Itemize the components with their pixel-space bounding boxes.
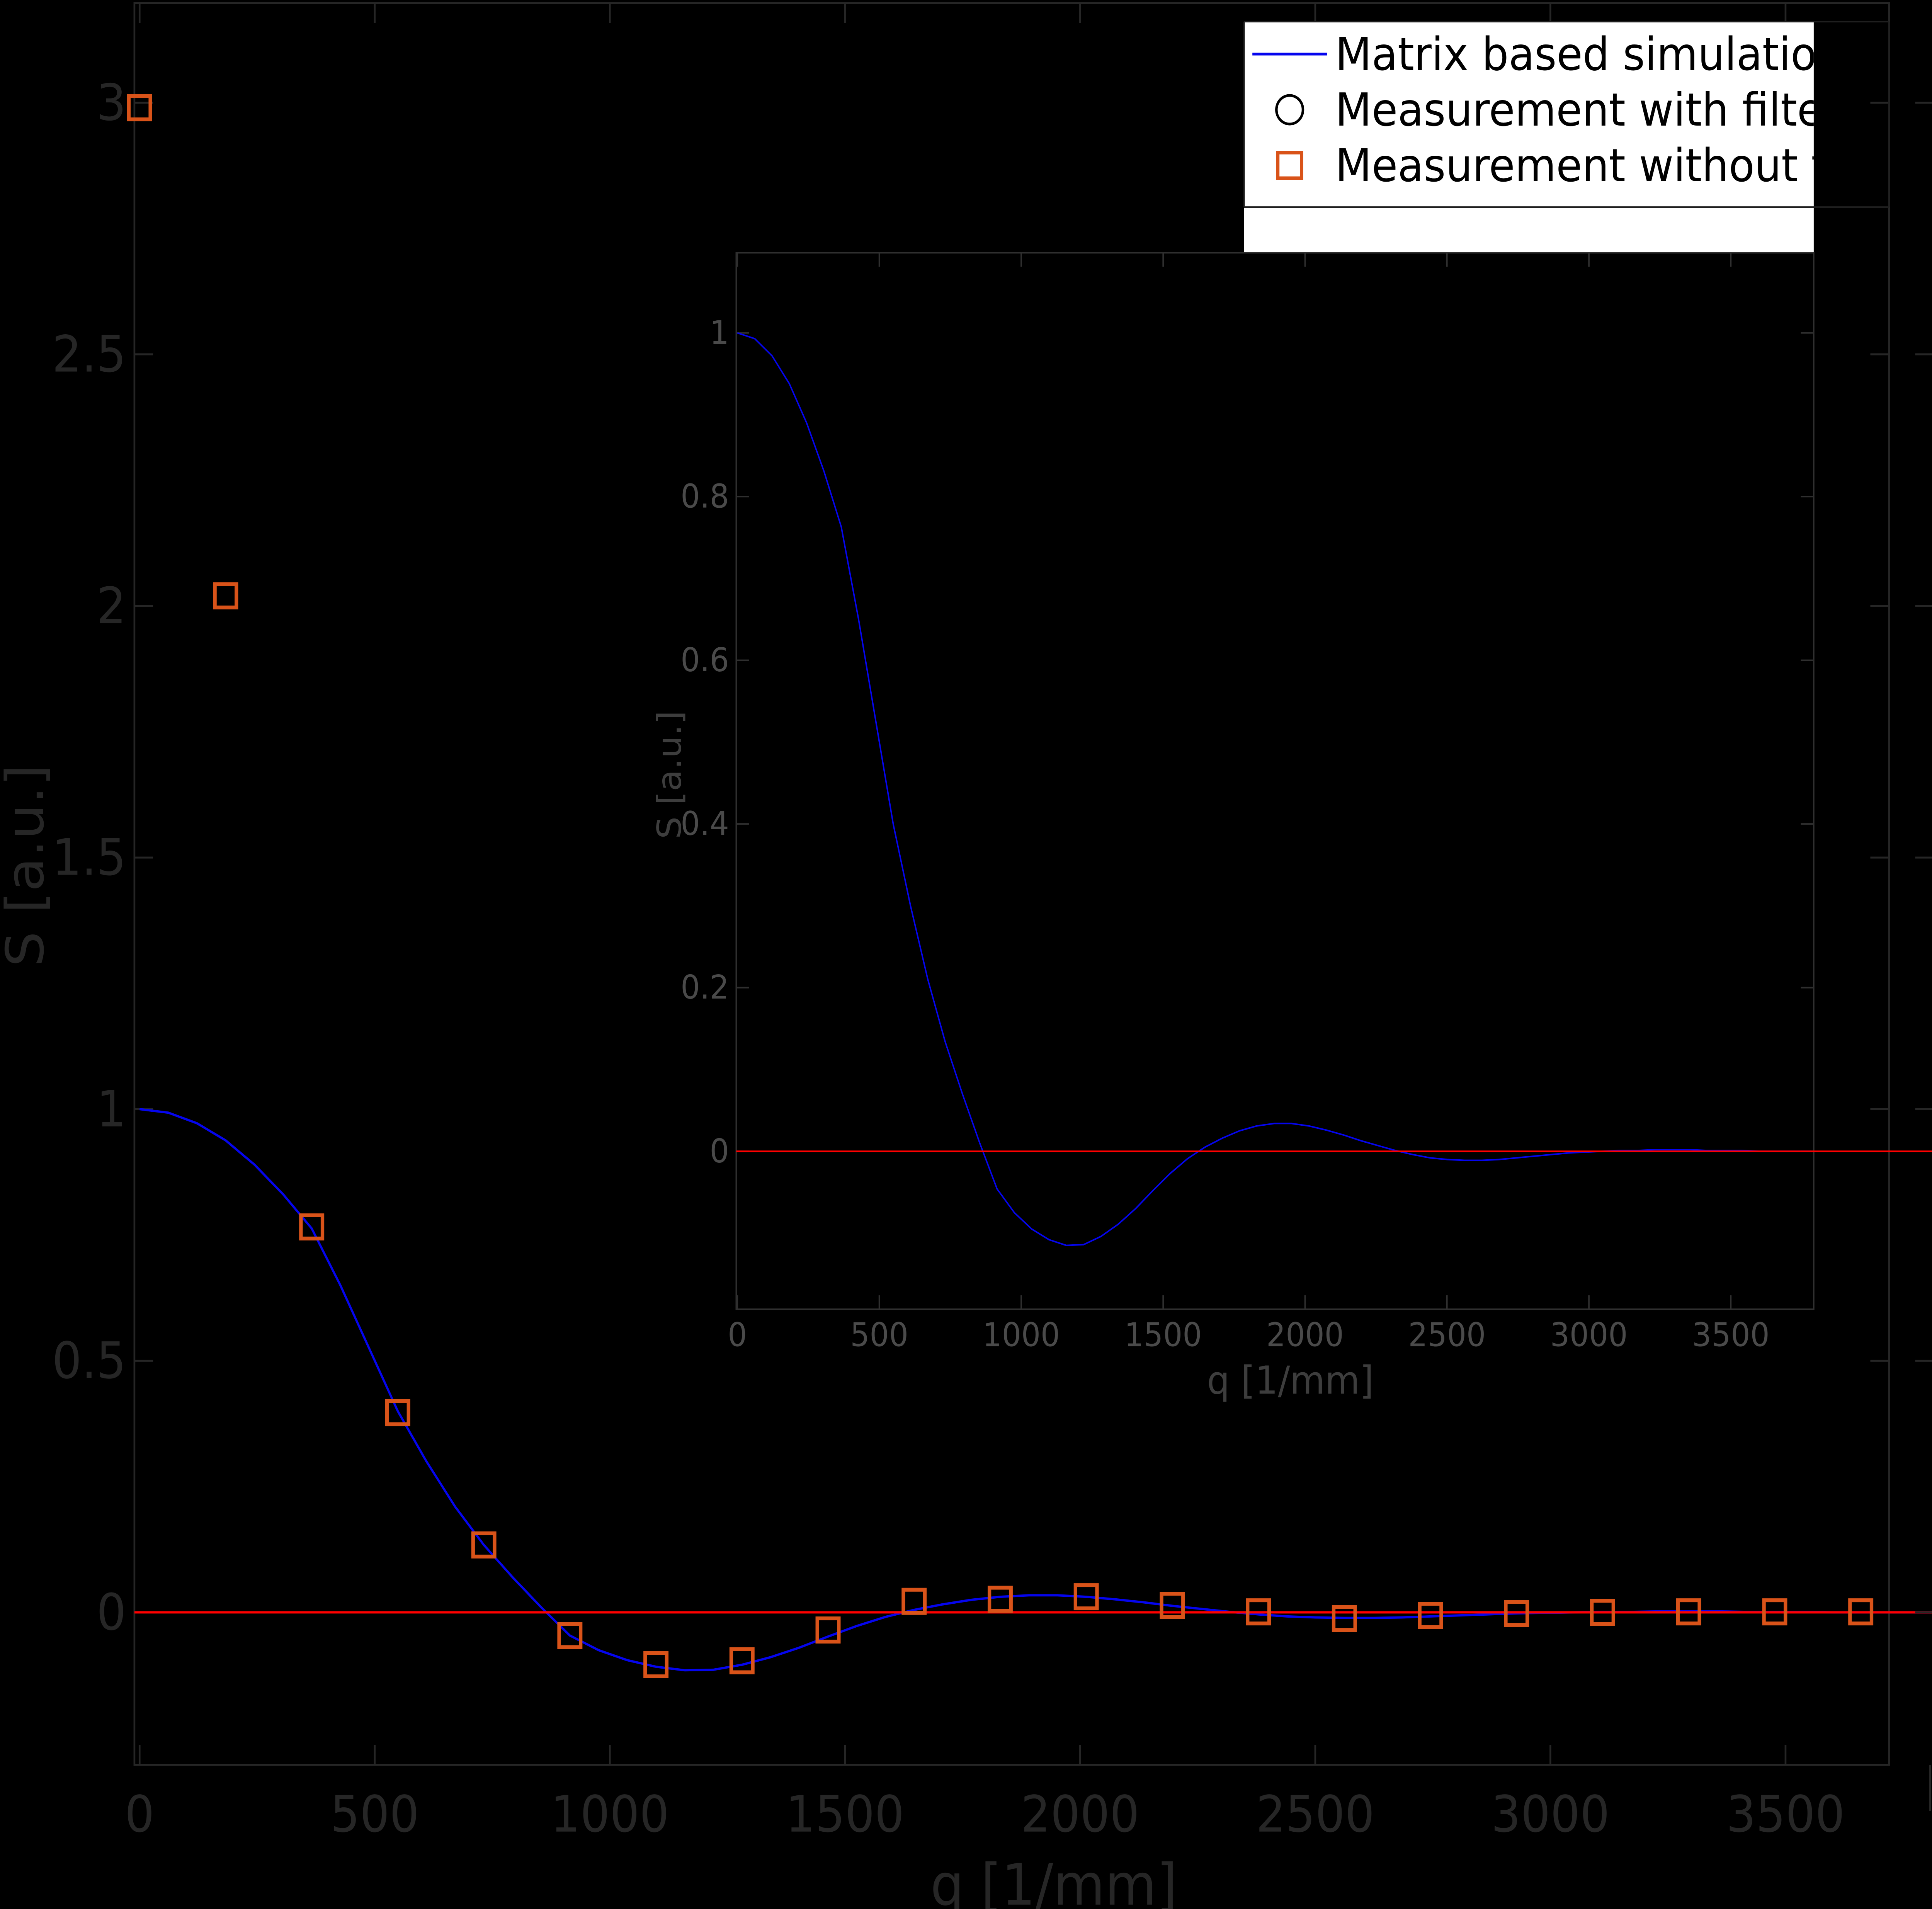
- data-point-square: [729, 1647, 755, 1674]
- data-point-square: [1504, 1600, 1529, 1627]
- inset-axes-background: [736, 253, 1814, 1309]
- data-point-square: [471, 1531, 497, 1559]
- y-tick-label: 0.6: [680, 641, 729, 679]
- x-tick-label: 2000: [1266, 1316, 1344, 1354]
- y-tick-label: 0.4: [680, 805, 729, 843]
- legend-border: [1243, 21, 1890, 208]
- main-y-axis-title: S [a.u.]: [0, 764, 55, 967]
- data-point-square: [557, 1622, 583, 1649]
- data-point-square: [385, 1399, 410, 1426]
- inset-plot-area: 0 500 1000 1500 2000 2500 3000 3500 0 0.2 0.4 0.6 0.…: [680, 252, 1932, 1354]
- y-tick-label: 1: [710, 314, 729, 352]
- x-tick-label: 3500: [1692, 1316, 1770, 1354]
- x-tick-label: 500: [850, 1316, 908, 1354]
- data-point-square: [901, 1587, 927, 1615]
- data-point-square: [127, 94, 152, 121]
- x-tick-label: 0: [728, 1316, 747, 1354]
- legend: Matrix based simulation Measurement with…: [1243, 21, 1910, 255]
- data-point-square: [213, 582, 238, 609]
- x-tick-label: 0: [125, 1785, 155, 1843]
- x-tick-label: 3000: [1491, 1785, 1610, 1843]
- y-tick-label: 3: [97, 73, 126, 132]
- legend-square-marker-icon: [1276, 151, 1303, 180]
- y-tick-label: 1.5: [52, 828, 126, 886]
- x-tick-label: 2500: [1256, 1785, 1374, 1843]
- data-point-square: [987, 1586, 1013, 1613]
- data-point-square: [643, 1651, 669, 1678]
- legend-background: [1244, 22, 1814, 255]
- y-tick-label: 0.5: [52, 1332, 126, 1390]
- x-tick-label: 1500: [1124, 1316, 1202, 1354]
- data-point-square: [1762, 1598, 1787, 1626]
- y-tick-label: 2.5: [52, 325, 126, 383]
- data-point-square: [1160, 1592, 1185, 1619]
- legend-item-with-filter: Measurement with filter: [1335, 83, 1840, 136]
- x-tick-label: 1000: [551, 1785, 669, 1843]
- data-point-square: [1590, 1599, 1615, 1626]
- y-tick-label: 0: [710, 1132, 729, 1170]
- x-tick-label: 500: [330, 1785, 419, 1843]
- main-plot-area: 0 500 1000 1500 2000 2500 3000 350000.511.522.5…: [52, 2, 1932, 1844]
- y-tick-label: 0.8: [680, 478, 729, 516]
- data-point-square: [1418, 1602, 1443, 1629]
- y-tick-label: 0: [97, 1583, 126, 1642]
- x-tick-label: 1500: [786, 1785, 904, 1843]
- inset-x-axis-title: q [1/mm]: [1207, 1358, 1374, 1403]
- data-point-square: [1246, 1598, 1271, 1626]
- x-tick-label: 2500: [1408, 1316, 1486, 1354]
- main-axes-box: [133, 2, 1890, 1766]
- series-line-matrix-based-simulation: [737, 332, 1811, 1246]
- x-tick-label: 1000: [983, 1316, 1060, 1354]
- y-tick-label: 2: [97, 577, 126, 635]
- data-point-square: [299, 1213, 325, 1240]
- legend-item-without-filter: Measurement without filter: [1335, 139, 1910, 192]
- legend-item-simulation: Matrix based simulation: [1335, 27, 1843, 81]
- data-point-square: [1848, 1598, 1874, 1626]
- legend-circle-marker-icon: [1275, 94, 1304, 126]
- data-point-square: [1332, 1605, 1357, 1632]
- inset-y-axis-title: S [a.u.]: [650, 711, 689, 839]
- y-tick-label: 1: [97, 1080, 126, 1138]
- inset-axes-box: [735, 252, 1815, 1310]
- data-point-square: [1073, 1583, 1099, 1611]
- x-tick-label: 3000: [1550, 1316, 1628, 1354]
- x-tick-label: 2000: [1021, 1785, 1139, 1843]
- x-tick-label: 3500: [1726, 1785, 1845, 1843]
- main-x-axis-title: q [1/mm]: [930, 1852, 1177, 1909]
- data-point-square: [815, 1616, 841, 1644]
- data-point-square: [1676, 1598, 1701, 1626]
- y-tick-label: 0.2: [680, 968, 729, 1006]
